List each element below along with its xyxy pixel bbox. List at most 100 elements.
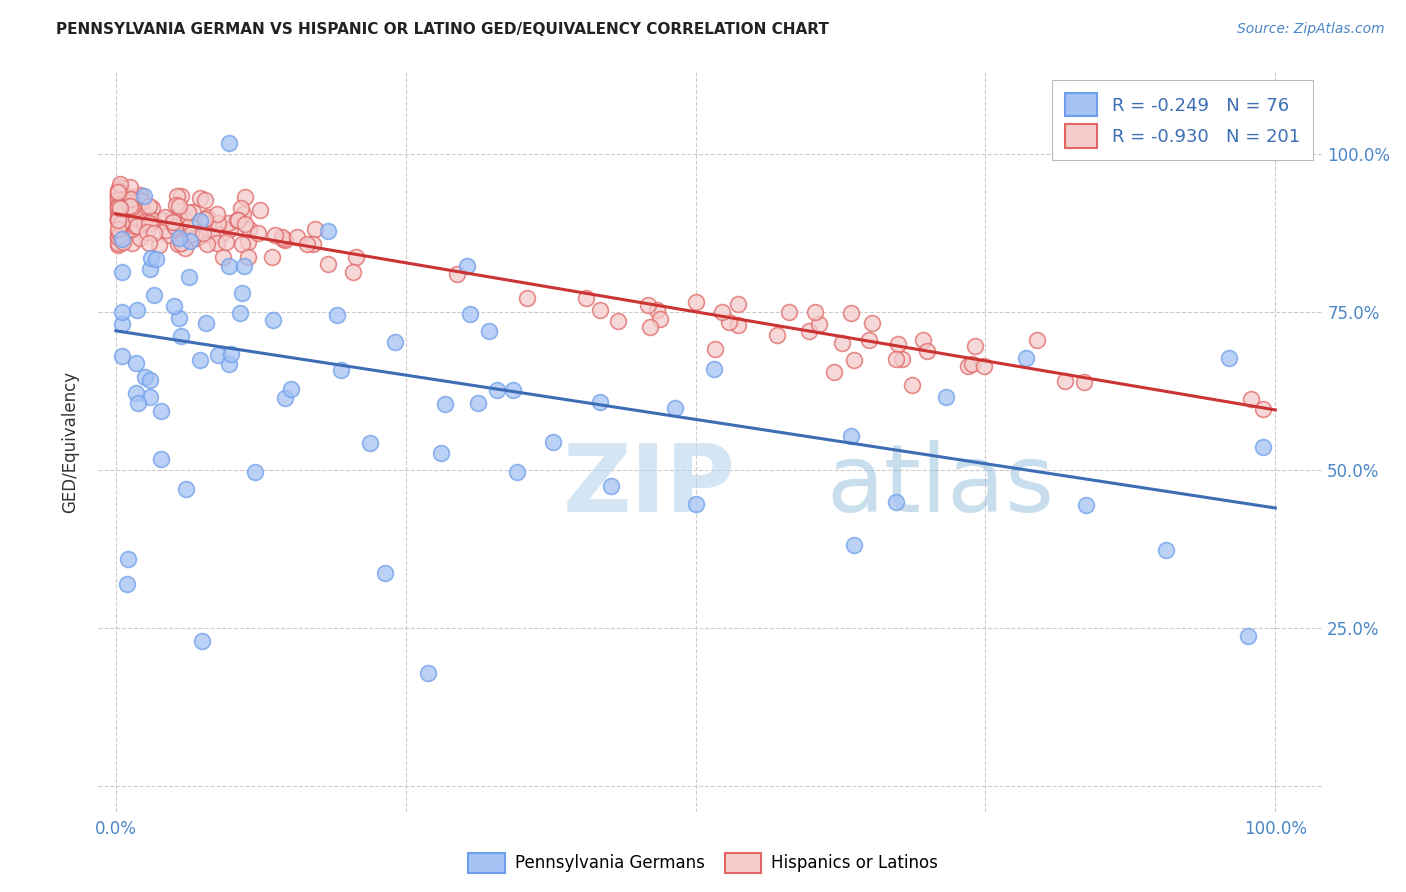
Point <box>107 183 129 197</box>
Point <box>184 231 207 245</box>
Point <box>114 198 136 212</box>
Point <box>112 204 135 219</box>
Point <box>1251 402 1274 417</box>
Point <box>1026 333 1049 347</box>
Point <box>107 196 129 211</box>
Point <box>135 226 157 240</box>
Point <box>295 237 318 252</box>
Point <box>107 193 129 207</box>
Point <box>107 186 129 200</box>
Point <box>330 363 353 377</box>
Point <box>110 218 132 232</box>
Point <box>117 207 139 221</box>
Point <box>429 446 451 460</box>
Point <box>1218 351 1240 365</box>
Point <box>685 497 707 511</box>
Point <box>446 267 468 281</box>
Point <box>114 202 136 216</box>
Point <box>607 313 630 327</box>
Point <box>141 213 163 227</box>
Point <box>107 211 129 225</box>
Point <box>226 212 249 227</box>
Point <box>110 187 132 202</box>
Point <box>163 218 186 232</box>
Point <box>685 294 707 309</box>
Point <box>169 329 191 343</box>
Point <box>1156 542 1178 557</box>
Point <box>304 222 326 236</box>
Point <box>110 215 132 229</box>
Point <box>118 224 141 238</box>
Point <box>541 435 564 450</box>
Point <box>374 566 396 581</box>
Point <box>647 302 669 317</box>
Point <box>316 224 339 238</box>
Point <box>901 377 924 392</box>
Point <box>842 537 865 551</box>
Point <box>229 201 252 215</box>
Point <box>190 213 212 227</box>
Point <box>467 396 489 410</box>
Point <box>165 219 187 234</box>
Point <box>166 188 188 202</box>
Point <box>139 251 162 265</box>
Point <box>262 313 284 327</box>
Point <box>107 192 129 206</box>
Point <box>181 204 204 219</box>
Point <box>839 429 862 443</box>
Point <box>963 339 986 353</box>
Point <box>195 236 218 251</box>
Point <box>143 227 166 241</box>
Point <box>233 259 256 273</box>
Point <box>823 365 845 379</box>
Point <box>233 217 256 231</box>
Point <box>110 232 132 246</box>
Point <box>1053 375 1076 389</box>
Point <box>727 318 749 332</box>
Point <box>209 227 232 242</box>
Point <box>170 219 193 233</box>
Point <box>107 231 129 245</box>
Point <box>326 308 349 322</box>
Point <box>238 235 260 249</box>
Point <box>107 190 129 204</box>
Point <box>458 307 481 321</box>
Point <box>107 199 129 213</box>
Point <box>139 373 162 387</box>
Point <box>121 200 143 214</box>
Point <box>153 211 176 225</box>
Point <box>243 466 266 480</box>
Point <box>108 199 131 213</box>
Point <box>136 207 159 221</box>
Point <box>1236 629 1258 643</box>
Point <box>575 291 598 305</box>
Point <box>197 216 219 230</box>
Point <box>107 214 129 228</box>
Point <box>162 215 184 229</box>
Point <box>110 265 132 279</box>
Point <box>125 211 148 225</box>
Point <box>127 219 149 234</box>
Point <box>589 303 612 318</box>
Point <box>718 315 741 329</box>
Point <box>118 191 141 205</box>
Y-axis label: GED/Equivalency: GED/Equivalency <box>60 370 79 513</box>
Point <box>280 382 302 396</box>
Point <box>139 390 162 404</box>
Point <box>727 297 749 311</box>
Point <box>125 386 148 401</box>
Point <box>107 230 129 244</box>
Point <box>107 206 129 220</box>
Point <box>778 305 800 319</box>
Point <box>150 452 173 467</box>
Point <box>138 235 160 250</box>
Point <box>238 250 260 264</box>
Point <box>179 219 201 233</box>
Point <box>231 286 253 301</box>
Point <box>960 357 983 371</box>
Point <box>218 136 240 151</box>
Point <box>342 265 364 279</box>
Point <box>107 212 129 227</box>
Text: ZIP: ZIP <box>564 440 737 532</box>
Point <box>111 209 134 223</box>
